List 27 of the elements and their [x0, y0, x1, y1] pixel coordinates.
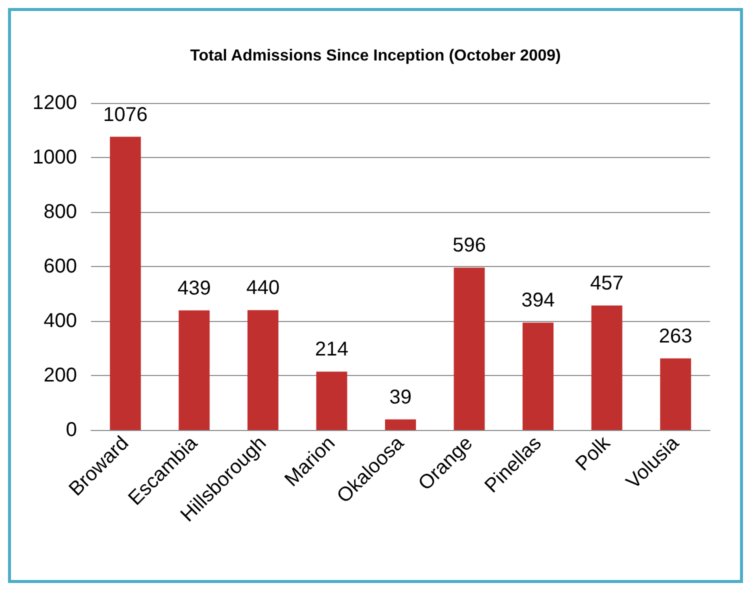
y-tick-label: 0 [66, 419, 77, 441]
y-tick-label: 800 [44, 201, 77, 223]
x-tick-label: Polk [572, 432, 616, 476]
data-label: 440 [246, 277, 280, 300]
data-label: 394 [521, 290, 555, 312]
data-label: 263 [658, 325, 692, 348]
data-label: 1076 [103, 104, 148, 126]
data-label: 596 [452, 234, 486, 257]
data-label: 39 [389, 386, 412, 408]
chart-title: Total Admissions Since Inception (October 2009) [190, 48, 561, 64]
y-tick-label: 600 [44, 256, 77, 278]
y-tick-label: 1000 [32, 146, 77, 168]
bar [660, 358, 692, 430]
y-tick-label: 200 [44, 364, 77, 386]
y-tick-label: 400 [44, 310, 77, 332]
bar [247, 310, 278, 430]
bar [591, 305, 622, 430]
bar [316, 372, 348, 430]
bar [522, 322, 554, 430]
data-label: 457 [590, 272, 624, 294]
data-label: 214 [315, 338, 348, 361]
data-label: 439 [177, 277, 211, 300]
bar [385, 419, 416, 430]
y-tick-label: 1200 [32, 92, 77, 114]
bar [178, 310, 210, 430]
bar [454, 268, 485, 430]
bar [110, 136, 141, 430]
